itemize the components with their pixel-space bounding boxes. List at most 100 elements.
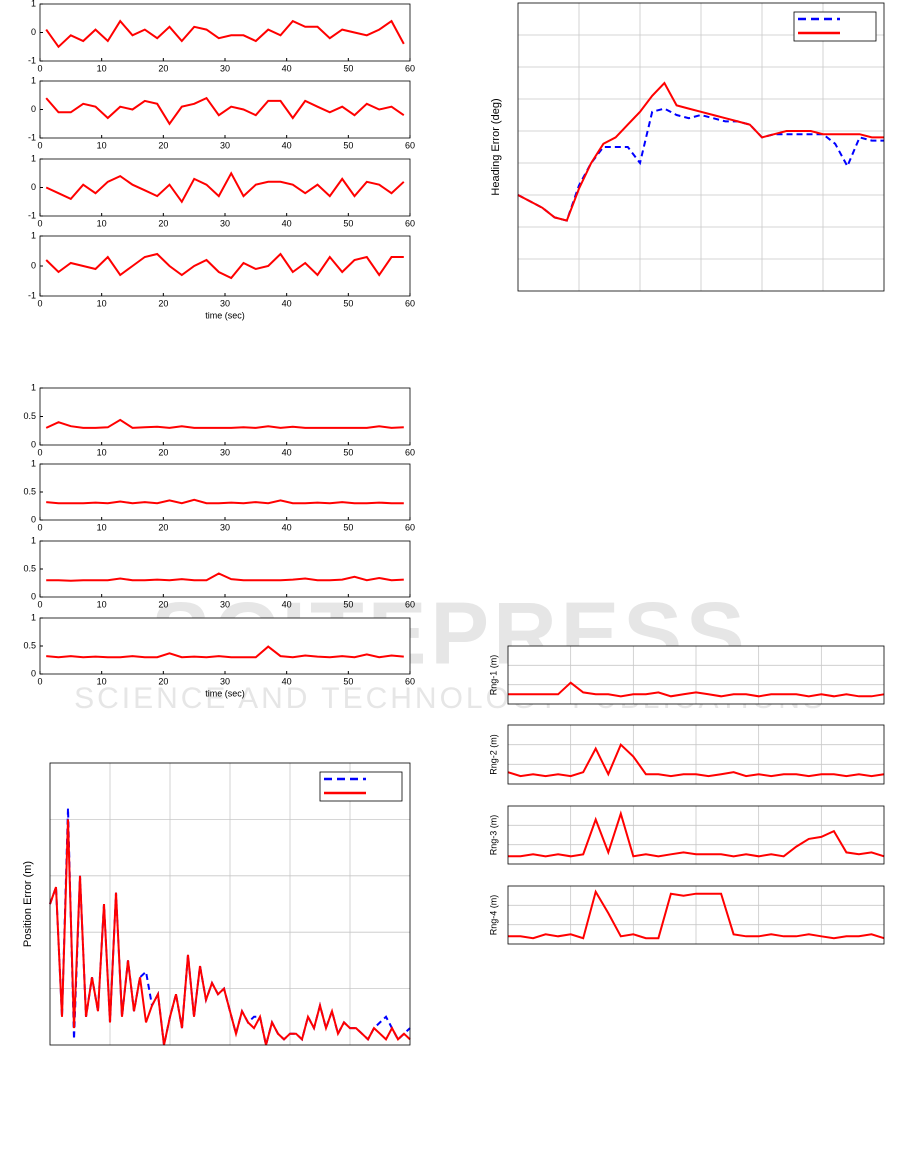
x-tick-label: 10 (97, 676, 107, 686)
plot-area (40, 464, 410, 520)
x-tick-label: 0 (37, 676, 42, 686)
plot-frame (507, 885, 885, 945)
x-tick-label: 40 (282, 676, 292, 686)
x-tick-label: 40 (282, 63, 292, 73)
x-tick-label: 50 (343, 63, 353, 73)
y-tick-label: -1 (28, 55, 36, 65)
x-tick-label: 50 (343, 218, 353, 228)
x-tick-label: 30 (220, 298, 230, 308)
series-line (49, 819, 411, 1046)
x-tick-label: 40 (282, 218, 292, 228)
series-line (45, 418, 404, 429)
y-axis-label: Rng-1 (m) (488, 655, 498, 696)
x-tick-label: 30 (220, 599, 230, 609)
x-tick-label: 0 (37, 599, 42, 609)
x-tick-label: 0 (37, 218, 42, 228)
y-tick-label: 1 (31, 612, 36, 622)
x-tick-label: 10 (97, 218, 107, 228)
y-axis-label: Position Error (m) (22, 861, 34, 947)
x-tick-label: 20 (158, 599, 168, 609)
x-tick-label: 0 (37, 298, 42, 308)
y-tick-label: -1 (28, 132, 36, 142)
x-tick-label: 30 (220, 447, 230, 457)
plot-frame (517, 2, 885, 292)
y-tick-label: -1 (28, 290, 36, 300)
x-tick-label: 50 (343, 522, 353, 532)
y-tick-label: 1 (31, 382, 36, 392)
x-tick-label: 60 (405, 447, 415, 457)
x-tick-label: 10 (97, 599, 107, 609)
x-tick-label: 50 (343, 599, 353, 609)
plot-frame (39, 235, 411, 297)
x-tick-label: 30 (220, 63, 230, 73)
y-tick-label: 1 (31, 458, 36, 468)
plot-area (40, 541, 410, 597)
series-line (508, 889, 885, 940)
x-axis-label: time (sec) (205, 688, 245, 698)
y-tick-label: 0 (31, 104, 36, 114)
x-tick-label: 50 (343, 298, 353, 308)
x-tick-label: 20 (158, 522, 168, 532)
plot-frame (39, 3, 411, 62)
x-tick-label: 20 (158, 218, 168, 228)
series-line (46, 645, 404, 659)
y-tick-label: 0.5 (23, 640, 36, 650)
y-tick-label: 0 (31, 27, 36, 37)
y-tick-label: 0 (31, 182, 36, 192)
plot-frame (507, 724, 885, 785)
x-tick-label: 30 (220, 140, 230, 150)
y-axis-label: Heading Error (deg) (490, 98, 502, 195)
x-tick-label: 20 (158, 298, 168, 308)
x-tick-label: 60 (405, 218, 415, 228)
y-tick-label: 0.5 (23, 563, 36, 573)
x-tick-label: 0 (37, 447, 42, 457)
y-axis-label: Rng-2 (m) (488, 734, 498, 775)
legend-box (793, 11, 877, 42)
plot-area (40, 159, 410, 216)
plot-frame (39, 387, 411, 446)
plot-area (40, 236, 410, 296)
x-tick-label: 50 (343, 676, 353, 686)
x-tick-label: 10 (97, 298, 107, 308)
series-line (46, 572, 404, 582)
x-tick-label: 50 (343, 140, 353, 150)
plot-frame (39, 80, 411, 139)
y-tick-label: 0 (31, 668, 36, 678)
series-line (45, 96, 405, 126)
x-tick-label: 40 (282, 522, 292, 532)
series-line (45, 19, 405, 49)
x-tick-label: 30 (220, 522, 230, 532)
y-tick-label: 0.5 (23, 486, 36, 496)
x-tick-label: 30 (220, 676, 230, 686)
y-axis-label: Rng-3 (m) (488, 815, 498, 856)
x-tick-label: 10 (97, 522, 107, 532)
series-line (45, 171, 405, 204)
x-tick-label: 60 (405, 676, 415, 686)
y-tick-label: 0 (31, 591, 36, 601)
plot-frame (507, 645, 885, 705)
x-tick-label: 40 (282, 140, 292, 150)
plot-area (40, 4, 410, 61)
x-tick-label: 20 (158, 63, 168, 73)
y-tick-label: 1 (31, 75, 36, 85)
y-tick-label: -1 (28, 210, 36, 220)
y-tick-label: 0 (31, 439, 36, 449)
series-line (45, 252, 404, 280)
x-tick-label: 0 (37, 140, 42, 150)
plot-frame (39, 617, 411, 675)
legend-box (319, 771, 403, 802)
y-tick-label: 1 (31, 230, 36, 240)
x-tick-label: 60 (405, 63, 415, 73)
x-tick-label: 60 (405, 522, 415, 532)
y-tick-label: 0.5 (23, 411, 36, 421)
series-line (517, 107, 884, 222)
x-tick-label: 40 (282, 298, 292, 308)
x-tick-label: 60 (405, 140, 415, 150)
x-tick-label: 20 (158, 447, 168, 457)
series-line (507, 742, 885, 778)
x-tick-label: 20 (158, 140, 168, 150)
x-tick-label: 50 (343, 447, 353, 457)
x-tick-label: 40 (282, 447, 292, 457)
plot-area (40, 388, 410, 445)
x-tick-label: 10 (97, 140, 107, 150)
